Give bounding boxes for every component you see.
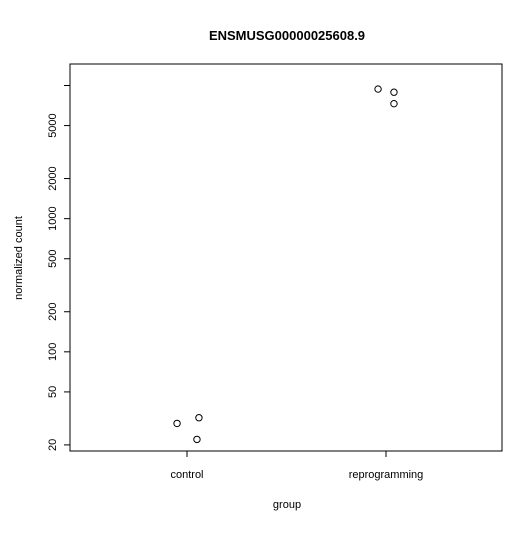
x-axis-label: group [273,499,301,511]
x-tick-label: control [170,469,203,481]
y-tick-label: 1000 [47,206,59,230]
data-point [374,85,382,93]
chart-title: ENSMUSG00000025608.9 [209,28,365,43]
y-axis: 5000 2000 1000 500 200 100 50 20 [47,84,70,451]
y-tick-label: 2000 [47,166,59,190]
y-tick-label: 500 [47,250,59,268]
y-tick-label: 100 [47,343,59,361]
data-point [173,419,181,428]
data-point [390,99,398,108]
y-tick-label: 50 [47,386,59,398]
data-point [195,414,203,422]
y-tick-label: 20 [47,439,59,451]
x-tick-label: reprogramming [349,469,424,481]
data-point [193,435,201,444]
y-tick-label: 200 [47,303,59,321]
data-points [173,85,398,444]
y-tick-label: 5000 [47,113,59,137]
data-point [390,88,398,96]
y-axis-label: normalized count [13,216,25,300]
x-axis: control reprogramming [170,451,423,481]
plot-frame [69,63,503,452]
